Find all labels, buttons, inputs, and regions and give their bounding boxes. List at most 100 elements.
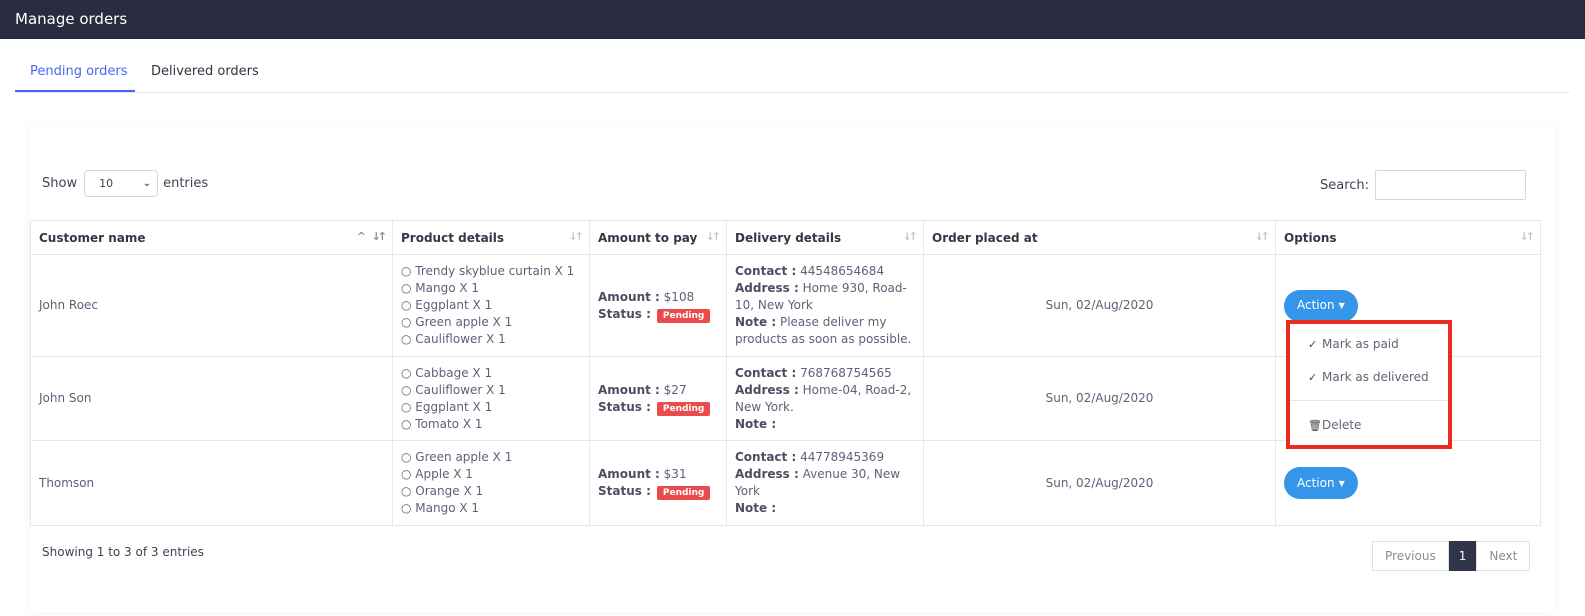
column-header-amount-to-pay[interactable]: Amount to pay ↓↑ xyxy=(590,221,727,255)
search-label: Search: xyxy=(1320,178,1369,193)
product-item: ○ Orange X 1 xyxy=(401,483,581,500)
address-label: Address : xyxy=(735,281,799,295)
column-header-options[interactable]: Options ↓↑ xyxy=(1276,221,1541,255)
product-item: ○ Trendy skyblue curtain X 1 xyxy=(401,263,581,280)
product-list: ○ Green apple X 1 ○ Apple X 1 ○ Orange X… xyxy=(393,441,590,526)
entries-select[interactable]: 10 ⌄ xyxy=(84,170,158,197)
contact-label: Contact : xyxy=(735,366,796,380)
check-icon: ✓ xyxy=(1308,371,1322,384)
amount-value: $108 xyxy=(664,290,695,304)
status-label: Status : xyxy=(598,484,651,498)
product-item: ○ Green apple X 1 xyxy=(401,449,581,466)
contact-value: 44778945369 xyxy=(800,450,884,464)
amount-cell: Amount : $108 Status : Pending xyxy=(590,255,727,357)
product-item: ○ Cauliflower X 1 xyxy=(401,382,581,399)
status-label: Status : xyxy=(598,400,651,414)
note-label: Note : xyxy=(735,501,776,515)
options-cell: Action ▼ xyxy=(1276,441,1541,526)
amount-cell: Amount : $31 Status : Pending xyxy=(590,441,727,526)
column-header-delivery-details[interactable]: Delivery details ↓↑ xyxy=(727,221,924,255)
table-row: Thomson ○ Green apple X 1 ○ Apple X 1 ○ … xyxy=(31,441,1541,526)
amount-value: $27 xyxy=(664,383,687,397)
mark-as-paid-item[interactable]: ✓ Mark as paid xyxy=(1308,337,1399,351)
customer-name: John Son xyxy=(31,357,393,441)
sort-ascending-icon: ^ xyxy=(357,230,366,243)
contact-value: 768768754565 xyxy=(800,366,892,380)
customer-name: John Roec xyxy=(31,255,393,357)
next-button[interactable]: Next xyxy=(1476,541,1530,571)
column-header-order-placed-at[interactable]: Order placed at ↓↑ xyxy=(924,221,1276,255)
sort-icon: ↓↑ xyxy=(1520,230,1532,243)
order-date: Sun, 02/Aug/2020 xyxy=(924,441,1276,526)
show-label: Show xyxy=(42,176,77,191)
caret-down-icon: ▼ xyxy=(1339,475,1345,492)
action-button[interactable]: Action ▼ xyxy=(1284,290,1358,322)
order-tabs: Pending orders Delivered orders xyxy=(15,55,1570,93)
delivery-cell: Contact : 44778945369 Address : Avenue 3… xyxy=(727,441,924,526)
contact-label: Contact : xyxy=(735,264,796,278)
mark-as-delivered-item[interactable]: ✓ Mark as delivered xyxy=(1308,370,1429,384)
trash-icon: 🗑 xyxy=(1308,419,1322,432)
address-label: Address : xyxy=(735,467,799,481)
table-header-row: Customer name ^ ↓↑ Product details ↓↑ Amoun… xyxy=(31,221,1541,255)
column-header-product-details[interactable]: Product details ↓↑ xyxy=(393,221,590,255)
sort-icon: ↓↑ xyxy=(706,230,718,243)
contact-label: Contact : xyxy=(735,450,796,464)
page-1-button[interactable]: 1 xyxy=(1449,541,1477,571)
menu-divider xyxy=(1290,400,1448,401)
sort-icon: ↓↑ xyxy=(1255,230,1267,243)
sort-icon: ↓↑ xyxy=(903,230,915,243)
address-label: Address : xyxy=(735,383,799,397)
column-header-customer-name[interactable]: Customer name ^ ↓↑ xyxy=(31,221,393,255)
previous-button[interactable]: Previous xyxy=(1372,541,1449,571)
tab-pending-orders[interactable]: Pending orders xyxy=(30,64,128,79)
status-badge: Pending xyxy=(657,486,710,500)
tab-delivered-orders[interactable]: Delivered orders xyxy=(151,64,259,79)
caret-down-icon: ▼ xyxy=(1339,297,1345,314)
table-info: Showing 1 to 3 of 3 entries xyxy=(42,545,204,559)
product-item: ○ Mango X 1 xyxy=(401,280,581,297)
search-input[interactable] xyxy=(1375,170,1526,200)
sort-icon: ↓↑ xyxy=(569,230,581,243)
action-button[interactable]: Action ▼ xyxy=(1284,467,1358,499)
status-label: Status : xyxy=(598,307,651,321)
top-bar: Manage orders xyxy=(0,0,1585,39)
check-icon: ✓ xyxy=(1308,338,1322,351)
product-item: ○ Eggplant X 1 xyxy=(401,399,581,416)
page-title: Manage orders xyxy=(15,10,127,28)
amount-label: Amount : xyxy=(598,290,660,304)
pagination: Previous 1 Next xyxy=(1372,541,1530,571)
amount-label: Amount : xyxy=(598,383,660,397)
entries-select-value: 10 xyxy=(99,177,113,190)
product-item: ○ Cauliflower X 1 xyxy=(401,331,581,348)
status-badge: Pending xyxy=(657,309,710,323)
amount-value: $31 xyxy=(664,467,687,481)
amount-cell: Amount : $27 Status : Pending xyxy=(590,357,727,441)
search-control: Search: xyxy=(1320,170,1526,200)
note-label: Note : xyxy=(735,417,776,431)
entries-label: entries xyxy=(163,176,208,191)
product-item: ○ Tomato X 1 xyxy=(401,416,581,433)
customer-name: Thomson xyxy=(31,441,393,526)
product-list: ○ Trendy skyblue curtain X 1 ○ Mango X 1… xyxy=(393,255,590,357)
sort-icon: ↓↑ xyxy=(372,230,384,243)
amount-label: Amount : xyxy=(598,467,660,481)
product-list: ○ Cabbage X 1 ○ Cauliflower X 1 ○ Eggpla… xyxy=(393,357,590,441)
delivery-cell: Contact : 768768754565 Address : Home-04… xyxy=(727,357,924,441)
action-dropdown-menu: ✓ Mark as paid ✓ Mark as delivered 🗑 Delete xyxy=(1286,320,1452,449)
note-label: Note : xyxy=(735,315,776,329)
product-item: ○ Apple X 1 xyxy=(401,466,581,483)
delete-item[interactable]: 🗑 Delete xyxy=(1308,418,1361,432)
product-item: ○ Green apple X 1 xyxy=(401,314,581,331)
status-badge: Pending xyxy=(657,402,710,416)
product-item: ○ Eggplant X 1 xyxy=(401,297,581,314)
delivery-cell: Contact : 44548654684 Address : Home 930… xyxy=(727,255,924,357)
contact-value: 44548654684 xyxy=(800,264,884,278)
chevron-down-icon: ⌄ xyxy=(143,178,151,189)
active-tab-indicator xyxy=(15,90,135,92)
product-item: ○ Mango X 1 xyxy=(401,500,581,517)
order-date: Sun, 02/Aug/2020 xyxy=(924,255,1276,357)
order-date: Sun, 02/Aug/2020 xyxy=(924,357,1276,441)
entries-length-control: Show 10 ⌄ entries xyxy=(42,171,208,195)
product-item: ○ Cabbage X 1 xyxy=(401,365,581,382)
